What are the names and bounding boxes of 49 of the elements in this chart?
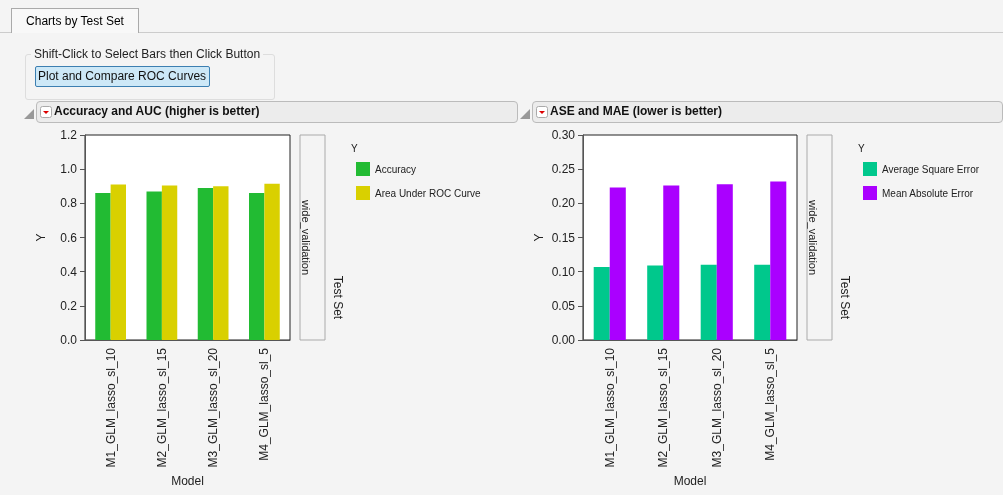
bar	[754, 264, 771, 340]
legend-label: Area Under ROC Curve	[375, 187, 482, 199]
y-tick-label: 0.25	[551, 162, 576, 177]
text: Plot and Compare ROC Curves	[35, 66, 211, 87]
x-tick-label: M3_GLM_lasso_sl_20	[206, 347, 221, 468]
bar	[647, 265, 664, 340]
chart-title: Accuracy and AUC (higher is better)	[54, 104, 260, 118]
x-tick-label: M4_GLM_lasso_sl_5	[257, 347, 272, 461]
x-tick-label: M1_GLM_lasso_sl_10	[103, 347, 118, 468]
bar	[700, 264, 717, 340]
legend-label: Average Square Error	[882, 163, 980, 175]
text: Shift-Click to Select Bars then Click Button	[31, 47, 264, 61]
x-tick-label: M1_GLM_lasso_sl_10	[602, 347, 617, 468]
y-tick-label: 0.2	[60, 298, 78, 313]
legend-title: Y	[858, 142, 865, 154]
y-tick-label: 0.15	[551, 230, 576, 245]
bar	[663, 185, 680, 340]
y-tick-label: 1.2	[60, 128, 78, 142]
legend-title: Y	[351, 142, 358, 154]
y2-axis-title: Test Set	[331, 275, 345, 320]
text: Charts by Test Set	[11, 8, 139, 33]
bar	[593, 266, 610, 340]
y-tick-label: 0.4	[60, 264, 78, 279]
legend-label: Accuracy	[375, 163, 417, 175]
y-tick-label: 0.05	[551, 298, 576, 313]
y2-axis-title: Test Set	[838, 275, 852, 320]
y-tick-label: 0.8	[60, 196, 78, 211]
y-tick-label: 1.0	[60, 162, 78, 177]
x-tick-label: M3_GLM_lasso_sl_20	[709, 347, 724, 468]
x-tick-label: M2_GLM_lasso_sl_15	[154, 347, 169, 468]
chart-title: ASE and MAE (lower is better)	[550, 104, 723, 118]
y-tick-label: 0.30	[551, 128, 576, 142]
y-tick-label: 0.00	[551, 333, 576, 347]
x-tick-label: M4_GLM_lasso_sl_5	[763, 347, 778, 461]
legend-label: Mean Absolute Error	[882, 187, 974, 199]
bar	[716, 184, 733, 340]
x-axis-title: Model	[171, 474, 204, 489]
bar	[609, 187, 626, 340]
y-tick-label: 0.20	[551, 196, 576, 211]
x-axis-title: Model	[673, 474, 707, 489]
x-tick-label: M2_GLM_lasso_sl_15	[656, 347, 671, 468]
y-tick-label: 0.6	[60, 230, 78, 245]
y-axis-title: Y	[34, 233, 48, 242]
y-tick-label: 0.10	[551, 264, 576, 279]
text: wide_validation	[300, 198, 312, 276]
y-axis-title: Y	[532, 233, 546, 242]
y-tick-label: 0.0	[60, 333, 78, 347]
bar	[770, 181, 787, 340]
text: wide_validation	[807, 198, 819, 276]
